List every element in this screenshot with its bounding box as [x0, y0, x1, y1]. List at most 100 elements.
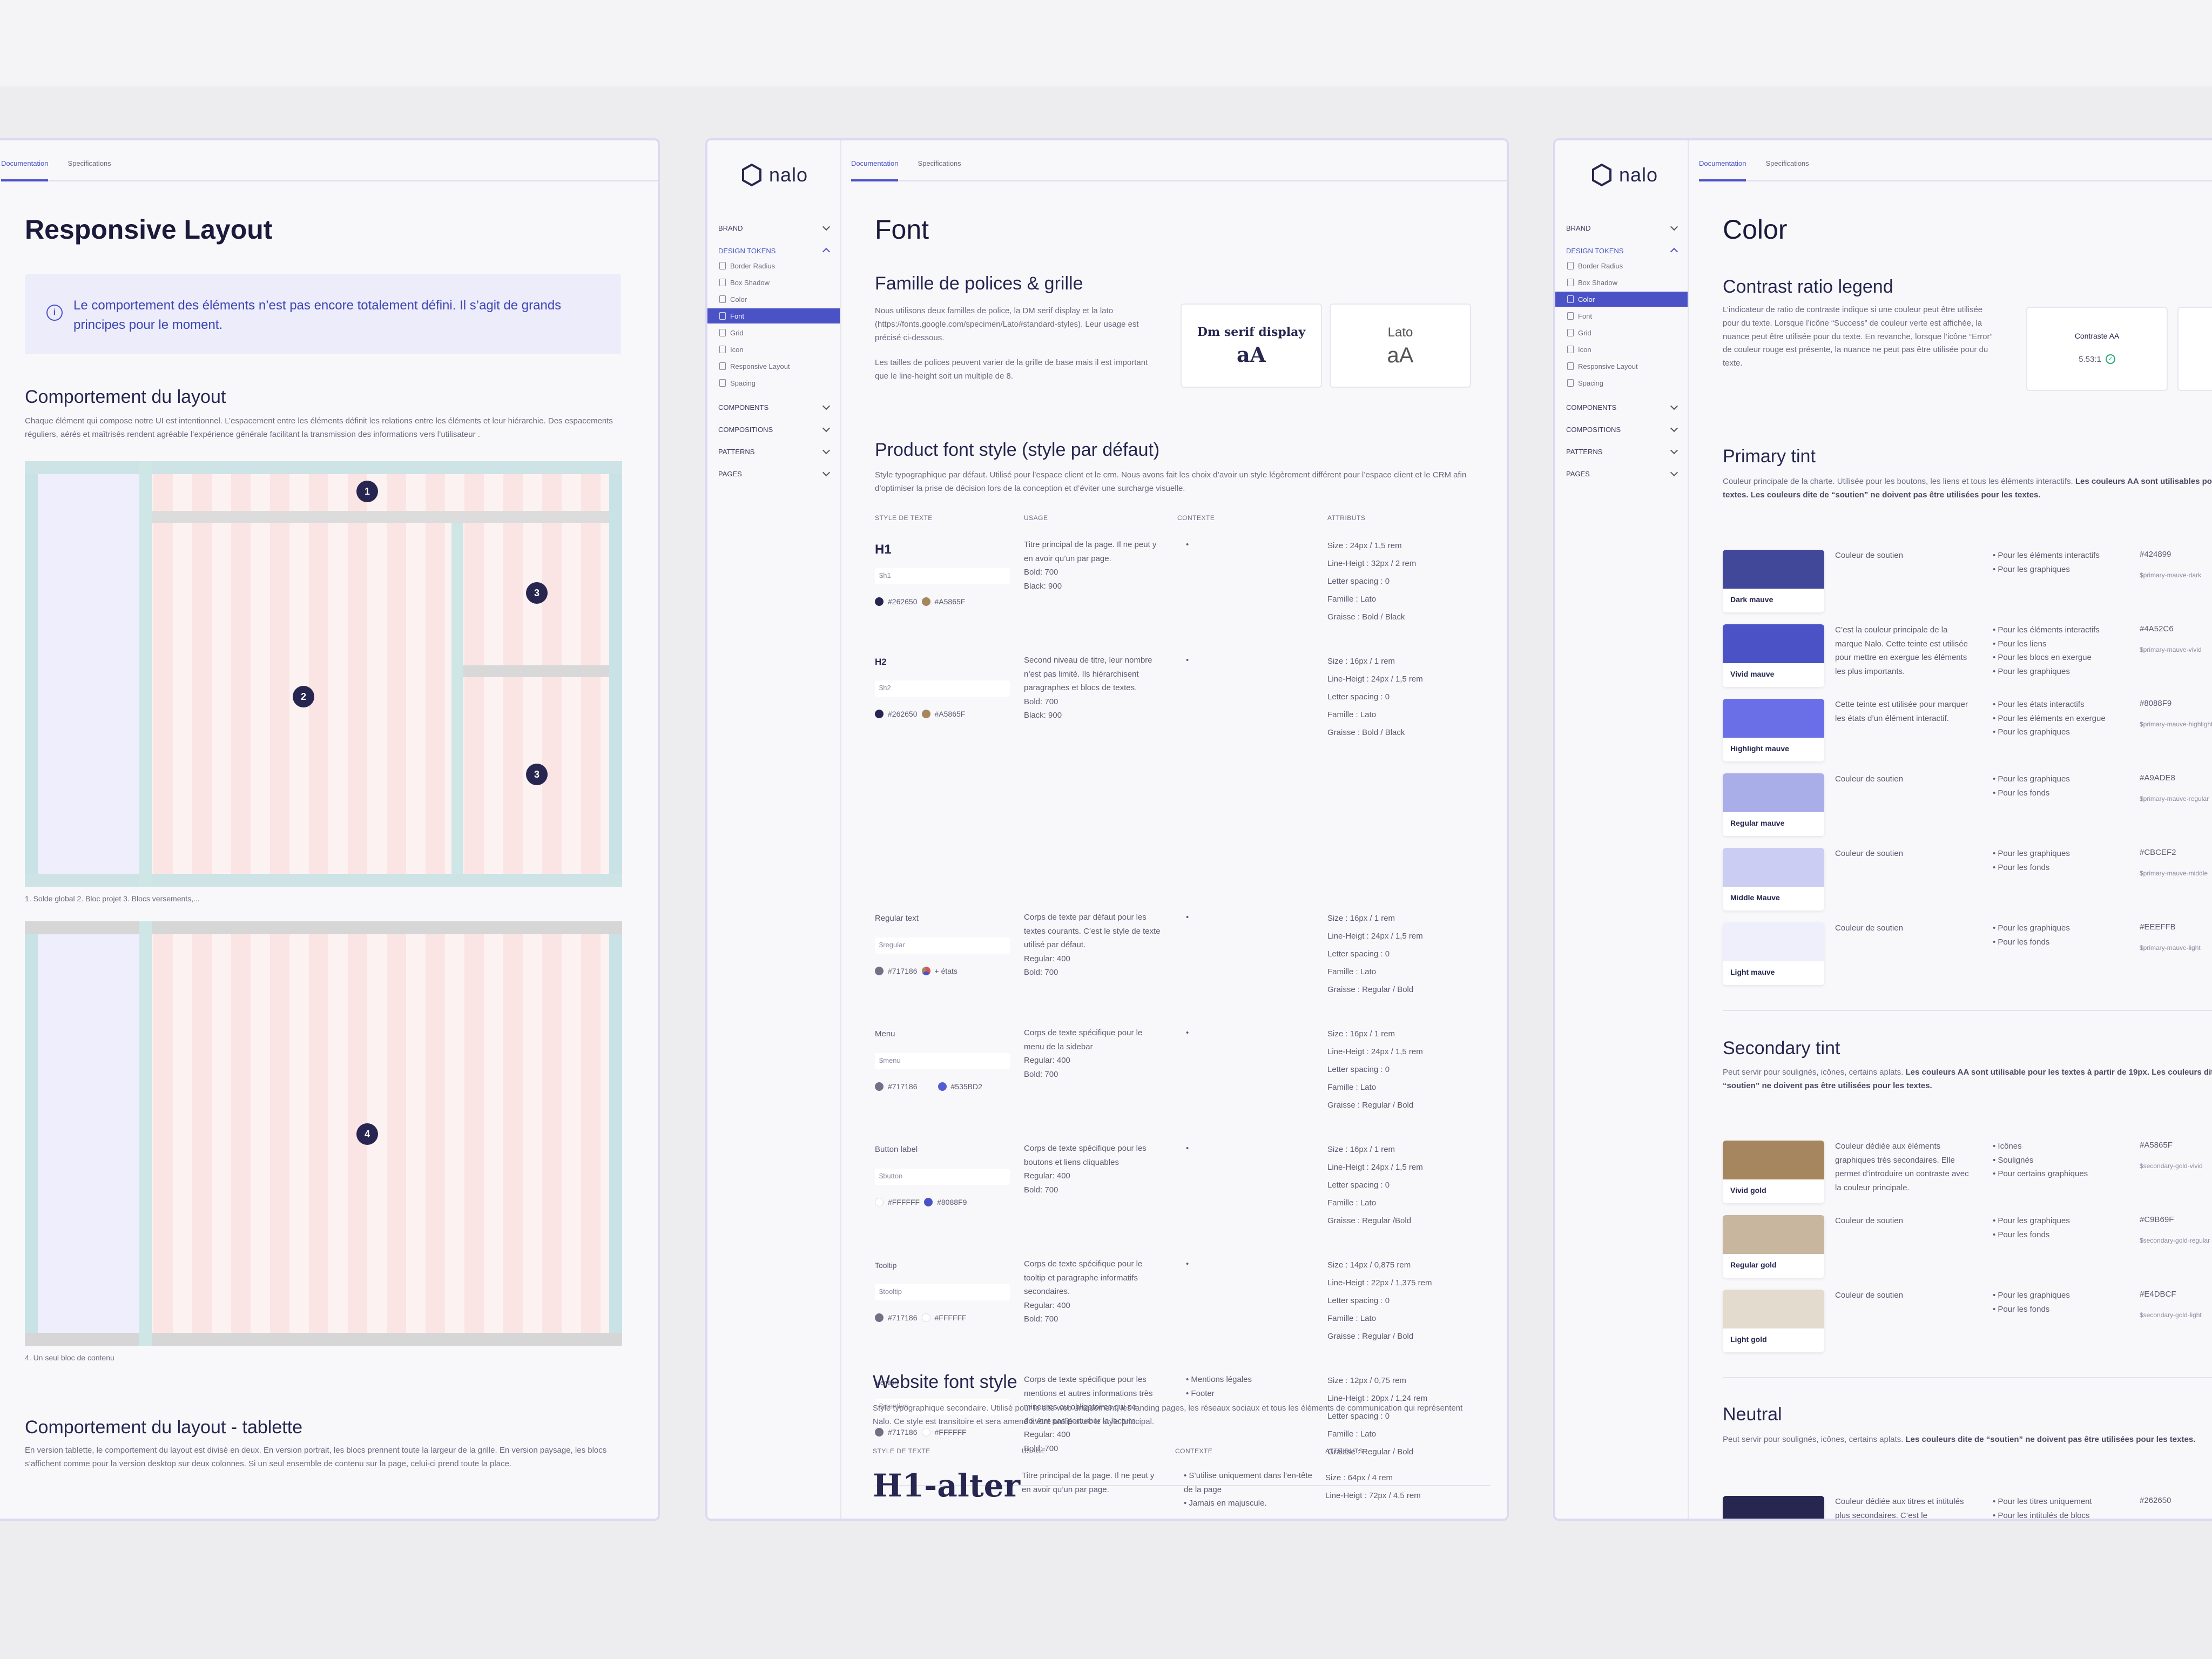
style-name: Mention — [875, 1379, 898, 1386]
color-panel: nalo BRAND DESIGN TOKENS Border Radius B… — [1553, 138, 2212, 1521]
style-name: H2 — [875, 657, 887, 667]
nav-section-compositions[interactable]: COMPOSITIONS — [1566, 422, 1678, 437]
section-title: Secondary tint — [1723, 1038, 1840, 1058]
swatch-color — [1723, 550, 1824, 589]
nav-section-label: DESIGN TOKENS — [718, 246, 776, 255]
nav-section-design-tokens[interactable]: DESIGN TOKENS — [718, 243, 831, 258]
section-text-regular: Peut servir pour soulignés, icônes, cert… — [1723, 1068, 1904, 1077]
sidebar-item-font[interactable]: Font — [707, 308, 840, 323]
sidebar-item-label: Icon — [730, 345, 744, 354]
color-hex: #8088F9 — [2140, 699, 2172, 708]
nav-section-pages[interactable]: PAGES — [1566, 466, 1678, 481]
color-hex: #262650 — [888, 597, 918, 606]
zone-badge: 4 — [356, 1123, 378, 1145]
tab-bar: Documentation Specifications — [1699, 140, 2212, 181]
color-swatch: Regular gold — [1723, 1215, 1824, 1278]
sidebar-item-color[interactable]: Color — [707, 292, 840, 307]
tab-documentation[interactable]: Documentation — [1, 159, 49, 181]
color-description: Couleur de soutien — [1835, 923, 1903, 933]
nav-section-label: PAGES — [718, 469, 742, 478]
section-text-bold: Les couleurs AA sont utilisables pour le… — [1723, 477, 2212, 500]
sidebar-item-grid[interactable]: Grid — [707, 325, 840, 340]
style-usage: Corps de texte spécifique pour les menti… — [1024, 1375, 1153, 1453]
logo[interactable]: nalo — [1591, 163, 1658, 187]
color-description: Couleur de soutien — [1835, 1291, 1903, 1300]
logo[interactable]: nalo — [741, 163, 808, 187]
sidebar-item-icon[interactable]: Icon — [707, 342, 840, 357]
style-usage: Corps de texte spécifique pour les bouto… — [1024, 1144, 1147, 1195]
style-usage: Titre principal de la page. Il ne peut y… — [1024, 540, 1157, 591]
document-icon — [1567, 279, 1574, 286]
style-token: $tooltip — [875, 1284, 1010, 1300]
style-colors: #FFFFFF #8088F9 — [875, 1198, 967, 1206]
sidebar-item-border-radius[interactable]: Border Radius — [1555, 258, 1688, 273]
style-usage: Corps de texte spécifique pour le toolti… — [1024, 1259, 1143, 1324]
tab-specifications[interactable]: Specifications — [918, 159, 961, 167]
swatch-color — [1723, 1290, 1824, 1328]
font-panel: nalo BRAND DESIGN TOKENS Border Radius B… — [705, 138, 1509, 1521]
color-variable: $primary-mauve-regular — [2140, 795, 2209, 802]
style-name: Regular text — [875, 914, 919, 923]
layout-diagram-single-block: 4 — [25, 921, 622, 1346]
color-hex: #717186 — [888, 1428, 918, 1437]
document-icon — [719, 379, 726, 387]
page-title: Font — [875, 214, 929, 245]
sidebar-item-responsive-layout[interactable]: Responsive Layout — [1555, 359, 1688, 374]
style-name: Tooltip — [875, 1261, 897, 1270]
tab-documentation[interactable]: Documentation — [1699, 159, 1746, 181]
sidebar-item-responsive-layout[interactable]: Responsive Layout — [707, 359, 840, 374]
document-icon — [1567, 295, 1574, 303]
color-variable: $secondary-gold-vivid — [2140, 1162, 2203, 1170]
tab-bar: Documentation Specifications — [1, 140, 658, 181]
nav-section-brand[interactable]: BRAND — [718, 220, 831, 235]
color-dot — [875, 597, 884, 606]
sidebar-item-box-shadow[interactable]: Box Shadow — [1555, 275, 1688, 290]
color-description: Couleur de soutien — [1835, 849, 1903, 858]
nav-section-components[interactable]: COMPONENTS — [1566, 400, 1678, 415]
document-icon — [1567, 379, 1574, 387]
sidebar-item-grid[interactable]: Grid — [1555, 325, 1688, 340]
color-dot — [921, 597, 930, 606]
color-description: Cette teinte est utilisée pour marquer l… — [1835, 700, 1968, 723]
swatch-name: Highlight mauve — [1730, 744, 1789, 753]
nav-section-compositions[interactable]: COMPOSITIONS — [718, 422, 831, 437]
tab-specifications[interactable]: Specifications — [1765, 159, 1809, 167]
nalo-hexagon-icon — [742, 163, 761, 187]
nav-section-pages[interactable]: PAGES — [718, 466, 831, 481]
color-description: C’est la couleur principale de la marque… — [1835, 625, 1968, 676]
nav-section-brand[interactable]: BRAND — [1566, 220, 1678, 235]
style-context: • Mentions légales • Footer — [1186, 1375, 1252, 1398]
sidebar-item-color[interactable]: Color — [1555, 292, 1688, 307]
tab-specifications[interactable]: Specifications — [68, 159, 111, 167]
swatch-color — [1723, 1496, 1824, 1519]
sidebar-item-spacing[interactable]: Spacing — [1555, 375, 1688, 390]
sidebar-item-box-shadow[interactable]: Box Shadow — [707, 275, 840, 290]
column-header: CONTEXTE — [1177, 514, 1215, 522]
color-dot — [921, 710, 930, 718]
document-icon — [719, 312, 726, 320]
color-usage: • Pour les états interactifs • Pour les … — [1993, 700, 2106, 737]
swatch-color — [1723, 922, 1824, 961]
nav-section-design-tokens[interactable]: DESIGN TOKENS — [1566, 243, 1678, 258]
nav-section-patterns[interactable]: PATTERNS — [1566, 444, 1678, 459]
sidebar-item-font[interactable]: Font — [1555, 308, 1688, 323]
section-text-bold: Les couleurs AA sont utilisable pour les… — [1723, 1068, 2212, 1090]
sidebar-item-label: Spacing — [730, 379, 756, 387]
sidebar-item-icon[interactable]: Icon — [1555, 342, 1688, 357]
color-hex: #262650 — [2140, 1496, 2171, 1505]
color-swatch: Regular mauve — [1723, 773, 1824, 836]
font-card-sample: aA — [1236, 342, 1266, 367]
nav-section-components[interactable]: COMPONENTS — [718, 400, 831, 415]
color-hex: #4A52C6 — [2140, 624, 2174, 633]
sidebar-item-label: Border Radius — [1578, 261, 1623, 270]
color-description: Couleur de soutien — [1835, 774, 1903, 784]
sidebar-item-label: Color — [730, 295, 747, 304]
color-usage: • Pour les graphiques • Pour les fonds — [1993, 849, 2070, 872]
sidebar-item-border-radius[interactable]: Border Radius — [707, 258, 840, 273]
sidebar-item-spacing[interactable]: Spacing — [707, 375, 840, 390]
chevron-down-icon — [1670, 446, 1678, 454]
nav-section-patterns[interactable]: PATTERNS — [718, 444, 831, 459]
tab-documentation[interactable]: Documentation — [851, 159, 899, 181]
style-colors: #717186 #FFFFFF — [875, 1313, 967, 1322]
color-usage: • Pour les graphiques • Pour les fonds — [1993, 1216, 2070, 1239]
